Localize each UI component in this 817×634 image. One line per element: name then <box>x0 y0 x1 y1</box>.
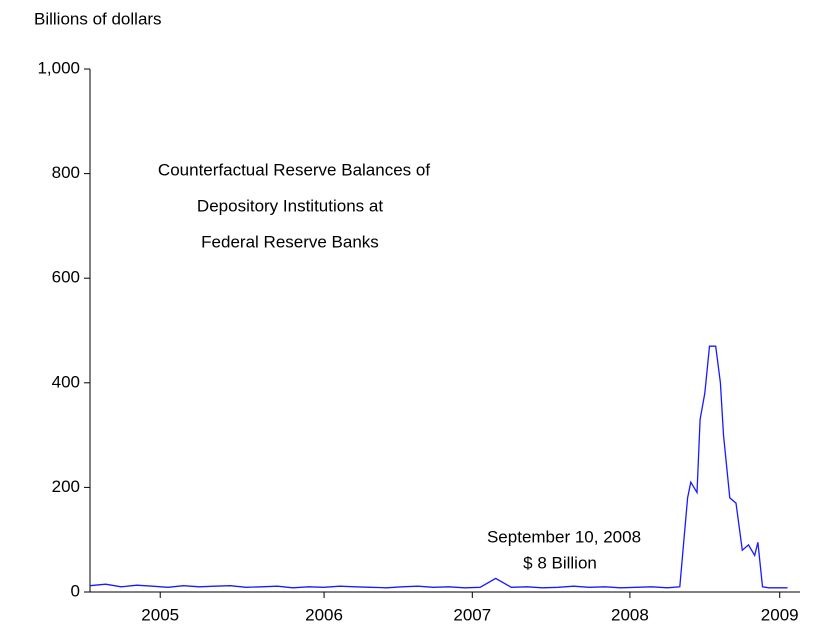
x-tick-label: 2008 <box>611 605 649 624</box>
axis-unit-title: Billions of dollars <box>34 9 162 28</box>
x-tick-label: 2005 <box>141 605 179 624</box>
y-tick-label: 200 <box>52 477 80 496</box>
annotation: $ 8 Billion <box>523 553 597 572</box>
chart-label: Counterfactual Reserve Balances of <box>158 160 430 179</box>
y-tick-label: 800 <box>52 163 80 182</box>
chart-label: Federal Reserve Banks <box>201 232 379 251</box>
y-tick-label: 400 <box>52 372 80 391</box>
annotation: September 10, 2008 <box>487 527 641 546</box>
data-line <box>89 345 788 589</box>
x-tick-label: 2006 <box>305 605 343 624</box>
y-tick-label: 0 <box>71 581 80 600</box>
x-tick-label: 2007 <box>453 605 491 624</box>
y-tick-label: 1,000 <box>37 58 80 77</box>
x-tick-label: 2009 <box>761 605 799 624</box>
y-tick-label: 600 <box>52 268 80 287</box>
chart-label: Depository Institutions at <box>197 196 383 215</box>
